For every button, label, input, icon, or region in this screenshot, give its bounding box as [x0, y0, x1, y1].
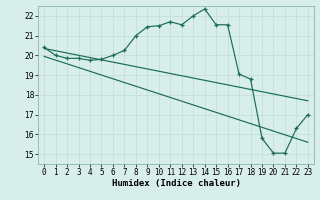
X-axis label: Humidex (Indice chaleur): Humidex (Indice chaleur) — [111, 179, 241, 188]
